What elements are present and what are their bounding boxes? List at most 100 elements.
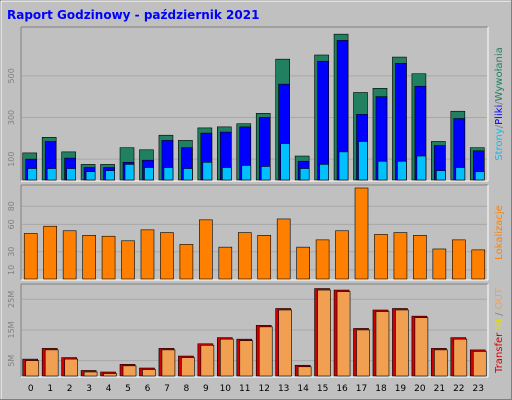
- bar-strony-23: [474, 171, 485, 181]
- legend-entry: Wywołania: [494, 47, 505, 101]
- bar-lokalizacje-15: [315, 239, 330, 280]
- x-tick-label-7: 7: [164, 384, 170, 394]
- legend-hits: Strony/Pliki/Wywołania: [494, 47, 505, 161]
- panel-hits: 100 300 500 Strony/Pliki/Wywołania: [7, 26, 505, 182]
- legend-entry: IN: [494, 319, 505, 333]
- legend-entry: /: [494, 101, 505, 105]
- x-tick-label-14: 14: [297, 384, 309, 394]
- bar-in-4: [103, 373, 117, 377]
- bar-in-13: [278, 309, 292, 377]
- bar-lokalizacje-2: [62, 230, 77, 280]
- bar-lokalizacje-11: [237, 232, 252, 280]
- x-tick-label-3: 3: [86, 384, 92, 394]
- bar-lokalizacje-8: [179, 244, 194, 280]
- bar-lokalizacje-9: [199, 219, 213, 280]
- bar-pliki-15: [317, 60, 329, 181]
- chart-title: Raport Godzinowy - październik 2021: [7, 8, 259, 22]
- tick-label: 300: [7, 110, 16, 125]
- x-tick-label-22: 22: [453, 384, 464, 394]
- bar-strony-8: [183, 168, 193, 181]
- bar-in-18: [375, 311, 390, 377]
- legend-entry: Transfer: [494, 332, 505, 374]
- panel-transfer: 5M 15M 25M Transfer IN / OUT: [7, 283, 505, 378]
- bar-in-9: [200, 344, 215, 377]
- bar-strony-13: [280, 143, 290, 181]
- bar-strony-14: [299, 168, 310, 181]
- x-tick-label-20: 20: [414, 384, 426, 394]
- bar-strony-21: [436, 170, 446, 181]
- tick-label: 10: [7, 265, 16, 275]
- legend-entry: Strony: [494, 128, 505, 161]
- bar-lokalizacje-10: [218, 246, 233, 280]
- panel-area: [21, 27, 488, 181]
- legend-entry: /: [494, 124, 505, 128]
- x-tick-label-0: 0: [28, 384, 34, 394]
- bar-strony-18: [377, 160, 388, 181]
- bar-in-17: [356, 329, 370, 377]
- x-tick-label-6: 6: [145, 384, 151, 394]
- bar-strony-5: [124, 164, 135, 181]
- bar-lokalizacje-16: [335, 230, 349, 280]
- bar-lokalizacje-6: [140, 229, 155, 280]
- tick-label: 80: [7, 201, 16, 211]
- bar-in-10: [220, 338, 234, 377]
- bar-in-1: [44, 349, 59, 377]
- x-tick-label-21: 21: [434, 384, 445, 394]
- bar-in-11: [239, 340, 254, 377]
- bar-strony-17: [358, 141, 368, 181]
- bar-lokalizacje-5: [121, 240, 135, 280]
- bar-strony-1: [46, 168, 57, 181]
- bar-strony-4: [105, 170, 115, 181]
- bar-in-22: [453, 338, 468, 377]
- bar-lokalizacje-1: [43, 225, 57, 280]
- x-tick-label-16: 16: [336, 384, 348, 394]
- x-tick-label-4: 4: [106, 384, 112, 394]
- x-tick-label-10: 10: [220, 384, 232, 394]
- bar-in-15: [317, 289, 331, 377]
- x-tick-label-9: 9: [203, 384, 209, 394]
- bar-lokalizacje-0: [23, 233, 38, 280]
- bar-strony-0: [27, 168, 38, 181]
- bar-lokalizacje-22: [452, 239, 466, 280]
- x-tick-label-18: 18: [375, 384, 387, 394]
- bar-lokalizacje-3: [82, 235, 96, 280]
- bar-in-8: [181, 357, 195, 377]
- panel-area: [21, 185, 488, 280]
- bar-lokalizacje-19: [393, 232, 408, 280]
- x-tick-label-17: 17: [356, 384, 367, 394]
- x-tick-label-15: 15: [317, 384, 328, 394]
- legend-entry: /: [494, 309, 505, 319]
- tick-label: 100: [7, 152, 16, 167]
- bar-in-16: [336, 291, 351, 377]
- tick-label: 500: [7, 68, 16, 83]
- tick-label: 5M: [7, 355, 16, 367]
- bar-in-5: [122, 365, 137, 377]
- bar-strony-12: [260, 166, 271, 181]
- bar-strony-6: [144, 167, 154, 181]
- bar-strony-15: [319, 164, 329, 181]
- tick-label: 30: [7, 247, 16, 257]
- x-tick-label-13: 13: [278, 384, 289, 394]
- bar-lokalizacje-4: [101, 235, 116, 280]
- x-tick-label-23: 23: [473, 384, 484, 394]
- bar-strony-10: [222, 167, 232, 181]
- tick-label: 25M: [7, 291, 16, 308]
- x-tick-label-8: 8: [184, 384, 190, 394]
- bar-strony-16: [338, 151, 349, 181]
- bar-in-19: [395, 309, 409, 377]
- bar-strony-7: [163, 167, 174, 181]
- x-tick-label-19: 19: [395, 384, 407, 394]
- x-tick-label-11: 11: [239, 384, 250, 394]
- tick-label: 15M: [7, 321, 16, 338]
- bar-in-21: [434, 349, 448, 377]
- bar-strony-22: [455, 167, 466, 181]
- x-tick-label-2: 2: [67, 384, 73, 394]
- bar-in-14: [297, 366, 312, 377]
- panel-locations: 10 30 60 80 Lokalizacje: [7, 184, 505, 281]
- bar-lokalizacje-7: [160, 232, 174, 280]
- legend-locations: Lokalizacje: [494, 205, 505, 260]
- bar-strony-3: [85, 171, 96, 181]
- bar-lokalizacje-23: [471, 249, 486, 280]
